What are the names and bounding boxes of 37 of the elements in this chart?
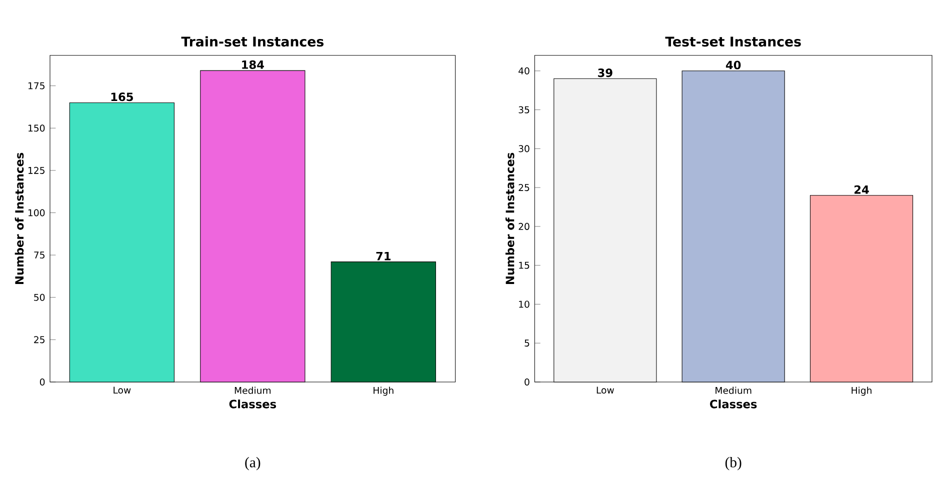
chart-title: Test-set Instances xyxy=(665,36,801,47)
y-tick-label: 40 xyxy=(518,67,530,74)
x-tick-label: High xyxy=(374,386,394,396)
data-label: 184 xyxy=(242,60,264,69)
y-tick-label: 5 xyxy=(524,340,530,347)
y-tick-label: 50 xyxy=(34,294,45,301)
text: (a) xyxy=(245,457,260,470)
y-tick-label: 0 xyxy=(40,378,45,386)
y-tick-label: 20 xyxy=(518,222,530,230)
x-tick-label: Low xyxy=(114,386,131,394)
chart-title: Train-set Instances xyxy=(181,36,324,47)
data-label: 40 xyxy=(726,60,741,70)
x-axis-title: Classes xyxy=(229,400,276,408)
y-tick-label: 30 xyxy=(518,145,530,152)
data-label: 71 xyxy=(376,252,391,260)
y-tick-label: 150 xyxy=(28,124,45,132)
x-tick-label: Medium xyxy=(716,386,752,394)
y-tick-label: 15 xyxy=(519,262,530,269)
y-tick-label: 0 xyxy=(524,378,530,386)
y-tick-label: 175 xyxy=(28,82,44,90)
y-tick-label: 25 xyxy=(34,336,44,344)
y-tick-label: 125 xyxy=(28,166,44,174)
data-label: 39 xyxy=(598,68,612,78)
x-tick-label: High xyxy=(852,386,872,396)
text: (b) xyxy=(725,457,742,470)
y-tick-label: 35 xyxy=(518,106,530,114)
y-tick-label: 75 xyxy=(34,252,44,259)
x-axis-title: Classes xyxy=(710,400,757,408)
x-tick-label: Medium xyxy=(234,386,271,394)
y-axis-title: Number of Instances xyxy=(505,152,514,284)
data-label: 24 xyxy=(854,185,869,194)
y-tick-label: 10 xyxy=(519,300,530,308)
y-axis-title: Number of Instances xyxy=(14,152,24,284)
x-tick-label: Low xyxy=(596,386,614,394)
y-tick-label: 100 xyxy=(28,209,45,216)
data-label: 165 xyxy=(111,92,133,102)
y-tick-label: 25 xyxy=(518,184,530,192)
